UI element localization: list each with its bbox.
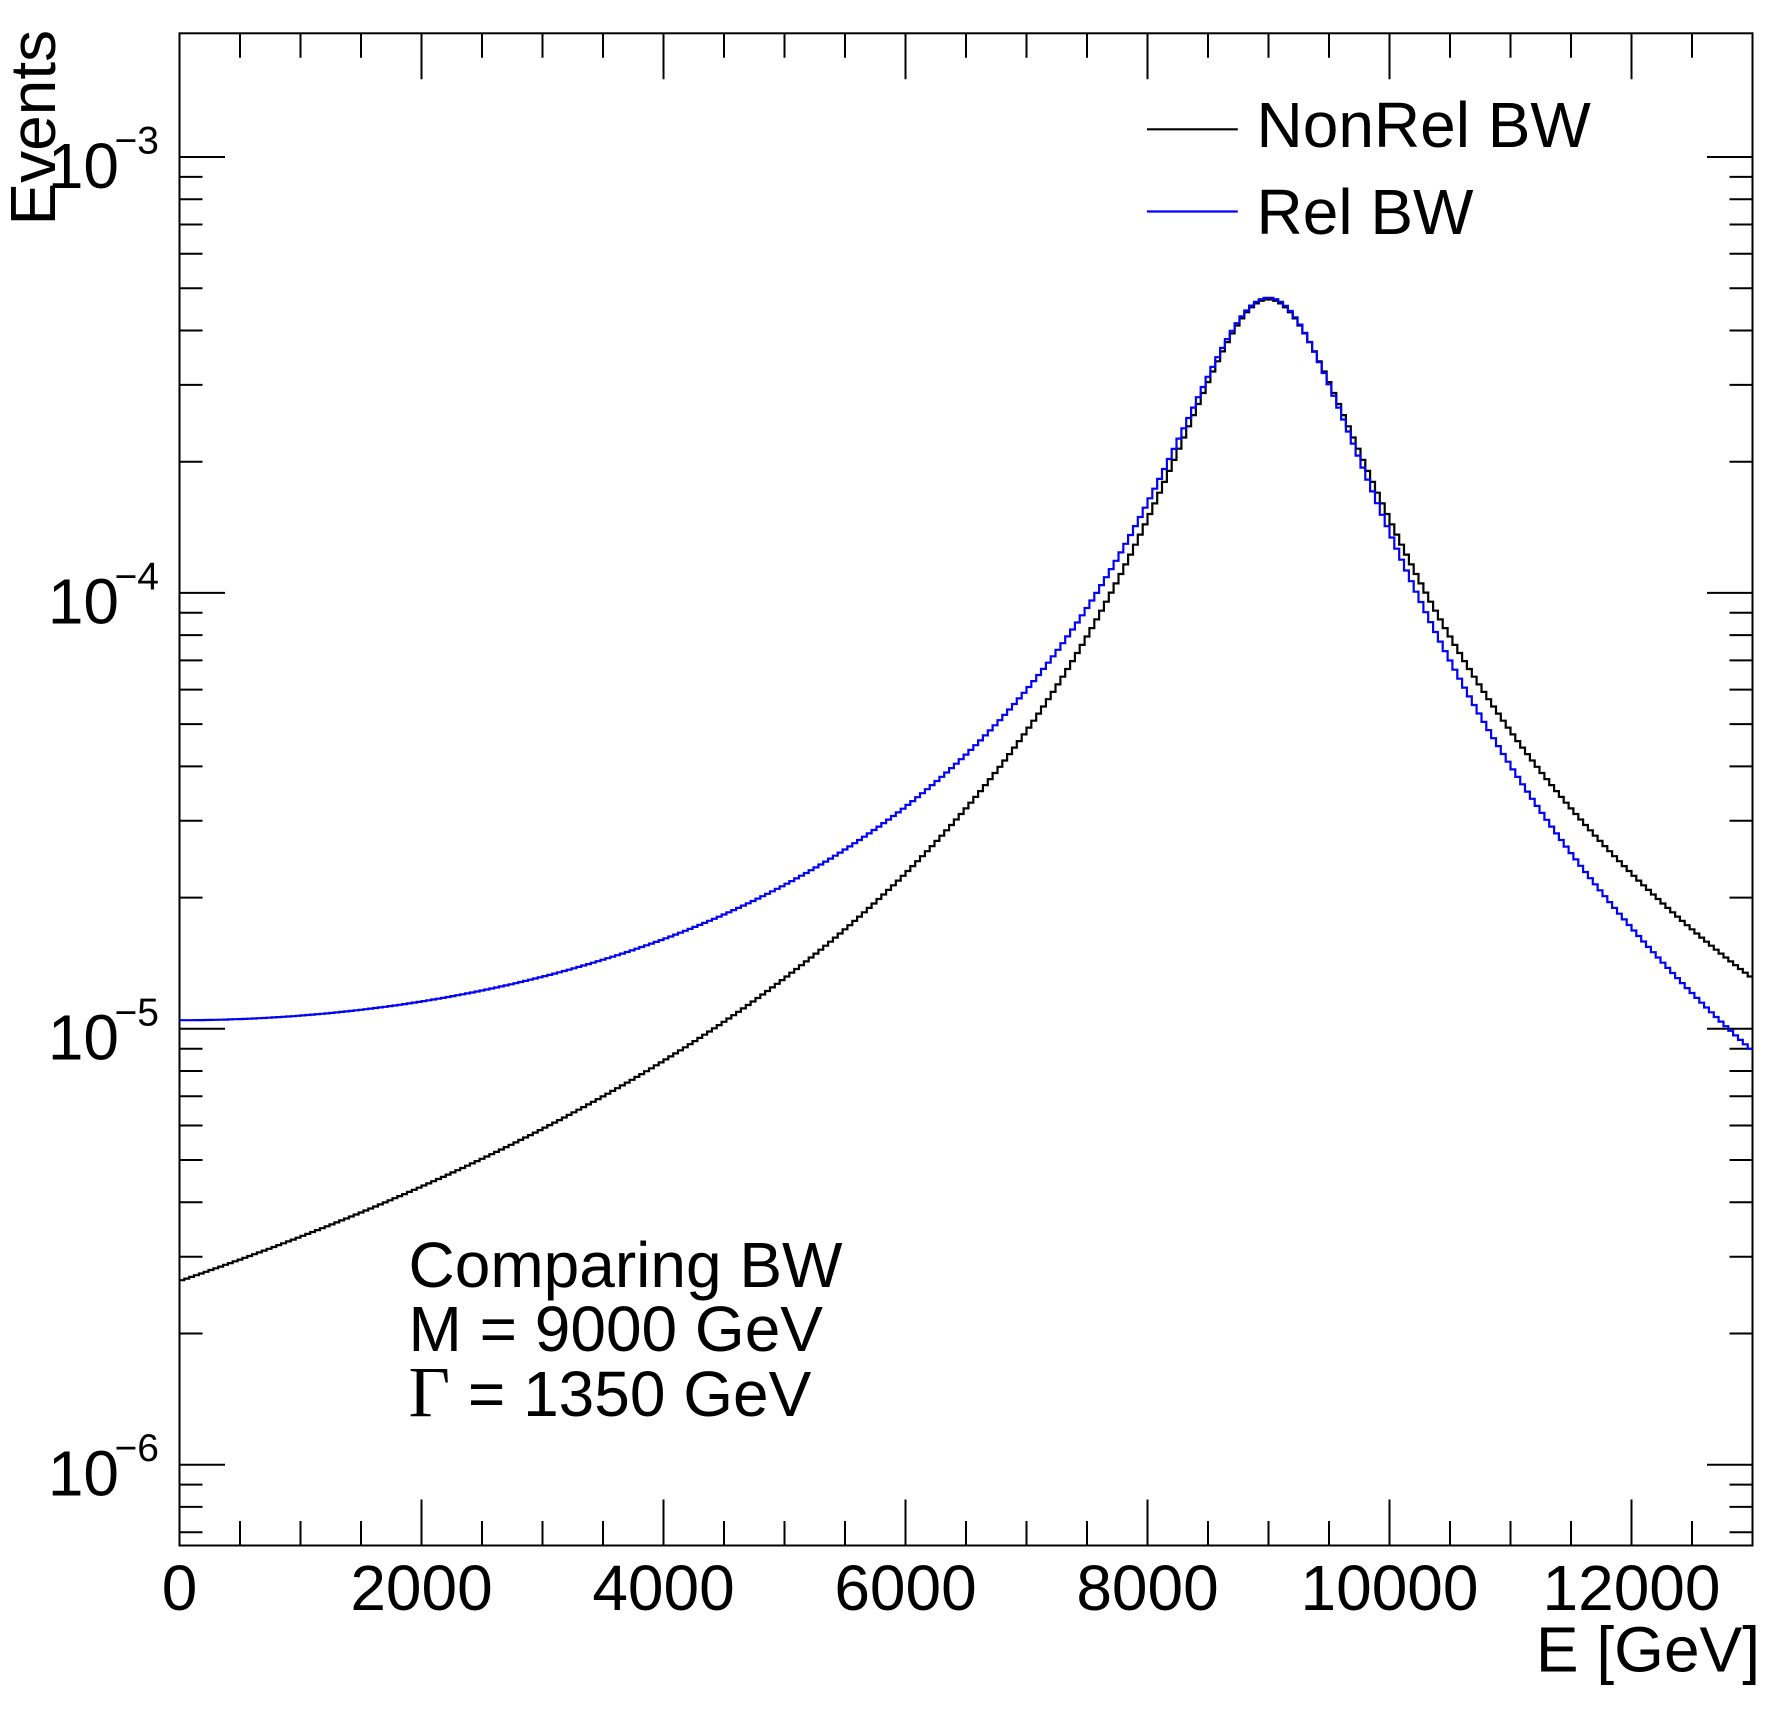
svg-text:E [GeV]: E [GeV]: [1536, 1614, 1760, 1686]
svg-text:6000: 6000: [834, 1552, 976, 1624]
svg-text:10000: 10000: [1301, 1552, 1479, 1624]
svg-text:4000: 4000: [592, 1552, 734, 1624]
svg-text:−4: −4: [115, 555, 159, 598]
svg-text:8000: 8000: [1076, 1552, 1218, 1624]
svg-text:−6: −6: [115, 1427, 159, 1470]
svg-text:10: 10: [48, 1438, 119, 1510]
svg-text:NonRel BW: NonRel BW: [1257, 89, 1592, 161]
svg-text:12000: 12000: [1543, 1552, 1721, 1624]
svg-text:−3: −3: [115, 120, 159, 163]
svg-text:M = 9000 GeV: M = 9000 GeV: [409, 1293, 824, 1365]
svg-text:10: 10: [48, 1002, 119, 1074]
svg-text:0: 0: [162, 1552, 198, 1624]
svg-text:2000: 2000: [350, 1552, 492, 1624]
svg-text:Events: Events: [0, 30, 69, 226]
svg-text:10: 10: [48, 130, 119, 202]
svg-text:−5: −5: [115, 991, 159, 1034]
svg-text:Comparing BW: Comparing BW: [409, 1229, 844, 1301]
svg-text:Rel BW: Rel BW: [1257, 176, 1475, 248]
svg-text:10: 10: [48, 566, 119, 638]
svg-text:Γ = 1350 GeV: Γ = 1350 GeV: [409, 1352, 812, 1432]
